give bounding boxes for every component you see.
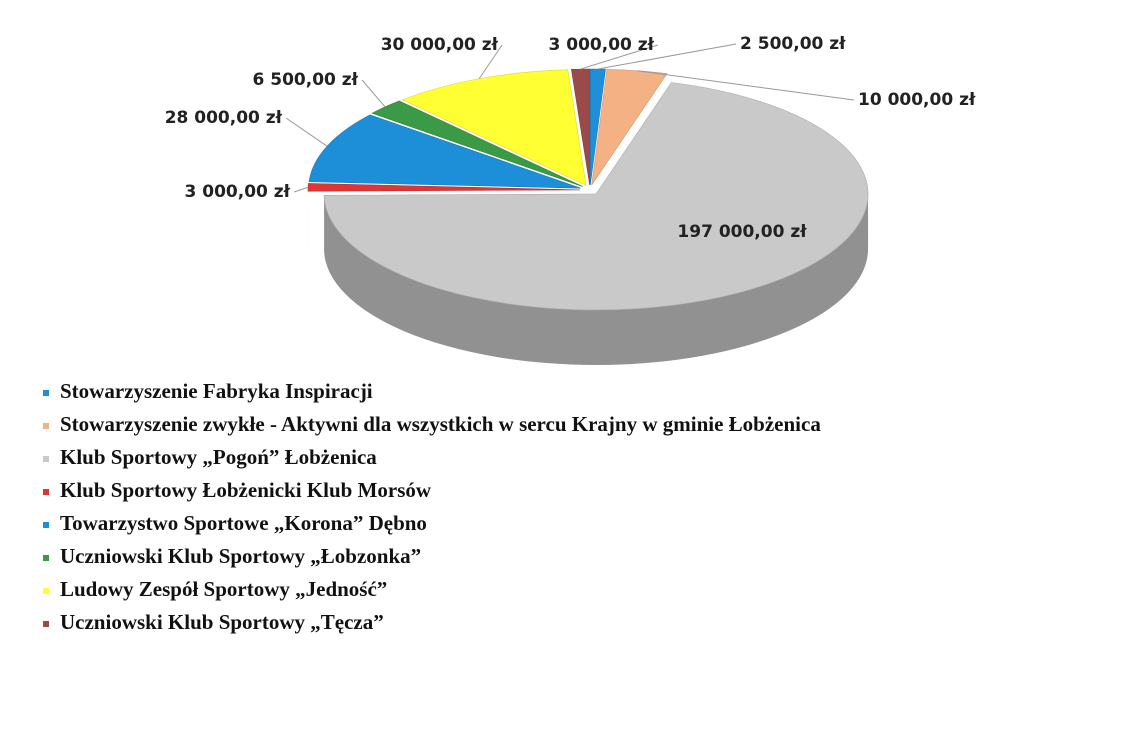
legend-label: Stowarzyszenie zwykłe - Aktywni dla wszy…: [60, 412, 821, 436]
legend-label: Towarzystwo Sportowe „Korona” Dębno: [60, 511, 427, 535]
legend-marker: [43, 621, 49, 627]
leader-line: [580, 44, 659, 70]
leader-line: [285, 117, 328, 147]
slice-tops: [307, 68, 869, 311]
leader-line: [597, 43, 737, 70]
legend-label: Stowarzyszenie Fabryka Inspiracji: [60, 379, 373, 403]
slice-top: [589, 68, 606, 186]
legend-label: Ludowy Zespół Sportowy „Jedność”: [60, 577, 387, 601]
legend-label: Klub Sportowy „Pogoń” Łobżenica: [60, 445, 377, 469]
value-label: 10 000,00 zł: [858, 90, 976, 110]
value-label: 3 000,00 zł: [549, 35, 655, 55]
leader-line: [361, 79, 386, 108]
legend-marker: [43, 489, 49, 495]
value-label: 30 000,00 zł: [381, 35, 499, 55]
slice-top: [571, 68, 590, 186]
legend-label: Uczniowski Klub Sportowy „Tęcza”: [60, 610, 384, 634]
legend-marker: [43, 588, 49, 594]
legend-marker: [43, 555, 49, 561]
leader-line: [293, 186, 309, 193]
legend-marker: [43, 423, 49, 429]
leader-line: [478, 44, 503, 80]
slice-sides: [308, 189, 869, 365]
legend-label: Uczniowski Klub Sportowy „Łobzonka”: [60, 544, 421, 568]
slice-top: [323, 82, 869, 311]
value-label: 197 000,00 zł: [677, 222, 807, 242]
value-label: 28 000,00 zł: [165, 108, 283, 128]
value-label: 6 500,00 zł: [253, 70, 359, 90]
leader-line: [637, 70, 855, 101]
legend-label: Klub Sportowy Łobżenicki Klub Morsów: [60, 478, 432, 502]
legend-marker: [43, 522, 49, 528]
slice-top: [308, 114, 581, 189]
legend-marker: [43, 390, 49, 396]
legend-marker: [43, 456, 49, 462]
slice-top: [591, 68, 668, 186]
value-label: 3 000,00 zł: [185, 182, 291, 202]
slice-side: [324, 193, 869, 365]
value-label: 2 500,00 zł: [740, 34, 846, 54]
